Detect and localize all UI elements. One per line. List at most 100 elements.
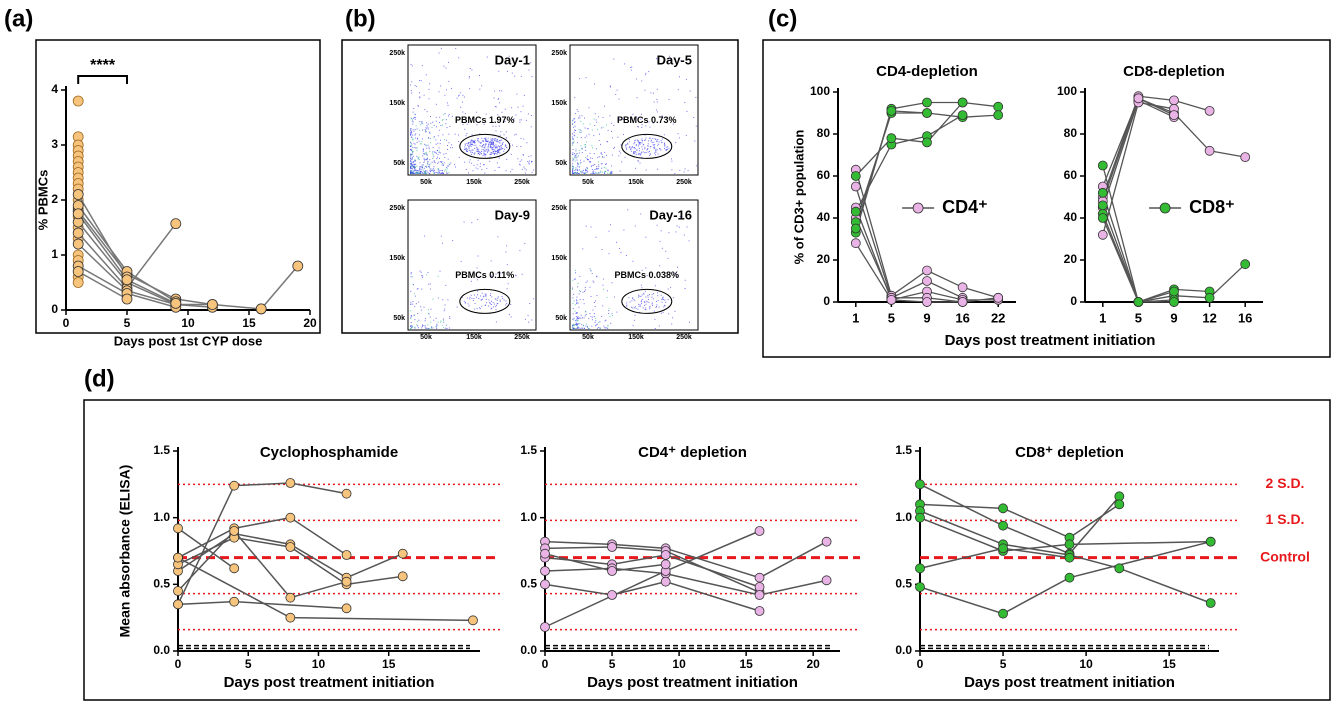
flow-event [661,142,662,143]
flow-event [605,320,606,321]
flow-event [621,252,622,253]
series-line [1103,205,1174,302]
flow-event [579,115,580,116]
flow-event [434,173,435,174]
flow-event [574,311,575,312]
y-axis-label: % of CD3+ population [791,130,806,265]
flow-event [481,169,482,170]
x-tick-label: 9 [923,310,930,325]
flow-event [634,147,635,148]
flow-event [413,118,414,119]
flow-event [652,304,653,305]
flow-event [656,304,657,305]
flow-event [591,326,592,327]
flow-event [572,326,573,327]
flow-event [577,142,578,143]
flow-event [493,306,494,307]
flow-event [626,306,627,307]
flow-event [523,139,524,140]
flow-event [584,317,585,318]
flow-event [504,149,505,150]
flow-event [659,325,660,326]
flow-event [645,291,646,292]
flow-event [438,171,439,172]
flow-event [411,133,412,134]
data-point [999,504,1008,513]
flow-event [410,158,411,159]
flow-event [579,290,580,291]
figure: (a) (b) (c) (d) 0123405101520****Days po… [0,0,1336,707]
flow-event [629,147,630,148]
flow-event [576,299,577,300]
flow-event [446,68,447,69]
flow-x-tick-label: 150k [466,334,482,341]
flow-event [510,171,511,172]
flow-event [422,275,423,276]
flow-event [458,57,459,58]
flow-event [421,272,422,273]
flow-event [529,303,530,304]
flow-event [483,140,484,141]
flow-event [431,309,432,310]
flow-event [586,136,587,137]
flow-event [499,158,500,159]
flow-event [590,268,591,269]
flow-event [446,140,447,141]
flow-event [479,154,480,155]
flow-event [489,302,490,303]
reference-label: 2 S.D. [1266,475,1305,491]
flow-event [576,303,577,304]
flow-event [410,310,411,311]
flow-event [425,325,426,326]
flow-event [589,161,590,162]
flow-event [440,321,441,322]
flow-event [500,146,501,147]
flow-event [412,139,413,140]
series-line [78,272,127,300]
flow-event [599,140,600,141]
flow-event [690,91,691,92]
flow-event [592,319,593,320]
data-point [923,266,932,275]
data-point [958,283,967,292]
flow-event [578,111,579,112]
data-point [122,275,132,285]
flow-event [415,134,416,135]
flow-event [423,173,424,174]
flow-event [437,172,438,173]
flow-event [477,308,478,309]
flow-event [580,163,581,164]
flow-event [610,86,611,87]
x-tick-label: 10 [312,657,326,671]
flow-event [471,222,472,223]
flow-event [577,156,578,157]
flow-event [491,301,492,302]
data-point [916,480,925,489]
flow-event [433,173,434,174]
data-point [1134,94,1143,103]
flow-event [614,147,615,148]
flow-event [583,123,584,124]
flow-event [427,328,428,329]
flow-event [572,163,573,164]
flow-x-tick-label: 250k [676,179,692,186]
flow-event [426,173,427,174]
flow-event [641,287,642,288]
flow-event [429,164,430,165]
flow-event [447,127,448,128]
flow-event [606,124,607,125]
flow-event [603,326,604,327]
flow-event [447,102,448,103]
flow-event [612,313,613,314]
flow-event [413,171,414,172]
flow-event [464,222,465,223]
y-tick-label: 20 [1064,252,1078,266]
flow-event [420,143,421,144]
flow-event [494,150,495,151]
flow-event [438,162,439,163]
flow-event [411,93,412,94]
flow-event [497,162,498,163]
flow-event [652,302,653,303]
flow-event [440,140,441,141]
flow-event [530,62,531,63]
